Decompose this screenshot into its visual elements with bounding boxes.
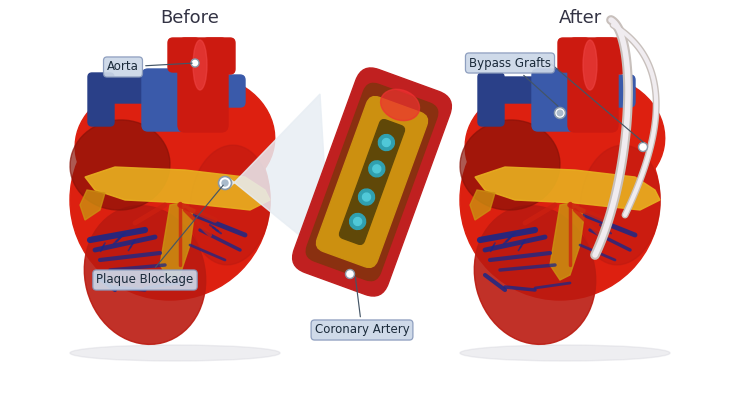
Circle shape [350,214,366,230]
Ellipse shape [525,75,664,195]
FancyBboxPatch shape [316,96,428,268]
Ellipse shape [583,40,597,90]
Ellipse shape [135,75,274,195]
Circle shape [218,176,232,190]
FancyBboxPatch shape [180,75,245,107]
Circle shape [557,110,562,116]
Ellipse shape [460,100,660,300]
FancyBboxPatch shape [478,73,504,126]
FancyBboxPatch shape [203,38,235,74]
FancyBboxPatch shape [558,38,590,72]
Text: After: After [558,9,602,27]
Ellipse shape [70,345,280,361]
Text: Plaque Blockage: Plaque Blockage [96,185,224,286]
FancyBboxPatch shape [88,73,114,126]
Circle shape [354,218,362,226]
Polygon shape [230,94,330,260]
Text: Coronary Artery: Coronary Artery [315,277,410,336]
Text: Before: Before [160,9,220,27]
Ellipse shape [70,120,170,210]
Circle shape [554,108,566,118]
FancyBboxPatch shape [570,75,635,107]
FancyBboxPatch shape [532,69,588,131]
Polygon shape [85,167,270,210]
Circle shape [346,270,355,278]
FancyBboxPatch shape [340,120,404,244]
Circle shape [222,180,228,186]
Text: Aorta: Aorta [107,60,192,74]
Circle shape [378,134,394,150]
FancyBboxPatch shape [168,38,200,72]
Circle shape [369,161,385,177]
Circle shape [191,59,199,67]
Circle shape [373,165,381,173]
FancyBboxPatch shape [101,77,157,103]
Ellipse shape [460,120,560,210]
Ellipse shape [474,206,596,344]
Ellipse shape [70,100,270,300]
FancyBboxPatch shape [593,38,625,74]
Text: Bypass Grafts: Bypass Grafts [469,56,558,106]
Ellipse shape [465,90,585,200]
FancyBboxPatch shape [178,38,228,132]
FancyBboxPatch shape [292,68,452,296]
FancyBboxPatch shape [142,69,198,131]
Ellipse shape [580,145,660,265]
Polygon shape [160,203,195,280]
Polygon shape [475,167,660,210]
Ellipse shape [75,90,195,200]
Ellipse shape [460,345,670,361]
Circle shape [382,138,390,146]
Circle shape [362,193,370,201]
Circle shape [638,142,647,152]
Ellipse shape [190,145,270,265]
Polygon shape [80,190,105,220]
Circle shape [358,189,374,205]
FancyBboxPatch shape [306,83,438,281]
FancyBboxPatch shape [568,38,618,132]
Ellipse shape [380,89,419,121]
FancyBboxPatch shape [491,77,547,103]
Polygon shape [470,190,495,220]
Ellipse shape [193,40,207,90]
Ellipse shape [84,206,206,344]
Polygon shape [550,203,585,280]
